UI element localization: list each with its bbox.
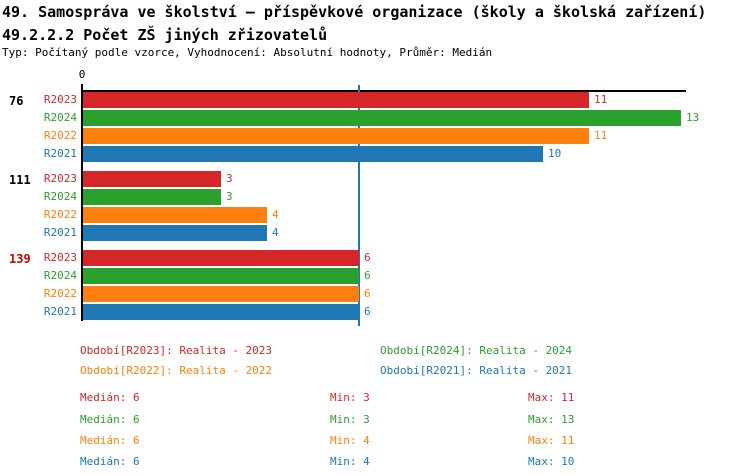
- group-label: 111: [9, 173, 31, 187]
- bar-r2023: [83, 171, 221, 187]
- bar-r2024: [83, 110, 681, 126]
- bar-row-label: R2023: [43, 251, 77, 264]
- bar-row-label: R2021: [43, 305, 77, 318]
- legend-item-r2022: Období[R2022]: Realita - 2022: [80, 364, 273, 377]
- bar-value-label: 11: [594, 93, 608, 106]
- report-title-line2: 49.2.2.2 Počet ZŠ jiných zřizovatelů: [2, 26, 328, 44]
- bar-value-label: 10: [548, 147, 562, 160]
- bar-value-label: 3: [226, 172, 233, 185]
- bar-row-label: R2022: [43, 287, 77, 300]
- bar-r2021: [83, 146, 543, 162]
- bar-value-label: 4: [272, 226, 279, 239]
- stat-median-r2022: Medián: 6: [80, 434, 140, 447]
- legend-item-r2023: Období[R2023]: Realita - 2023: [80, 344, 273, 357]
- bar-row-label: R2022: [43, 129, 77, 142]
- stat-min-r2021: Min: 4: [330, 455, 370, 468]
- bar-value-label: 3: [226, 190, 233, 203]
- bar-row-label: R2021: [43, 147, 77, 160]
- bar-row-label: R2024: [43, 111, 77, 124]
- bar-r2021: [83, 225, 267, 241]
- report-subtitle: Typ: Počítaný podle vzorce, Vyhodnocení:…: [2, 46, 493, 59]
- bar-row-label: R2021: [43, 226, 77, 239]
- bar-r2024: [83, 189, 221, 205]
- report-title-line1: 49. Samospráva ve školství – příspěvkové…: [2, 3, 707, 21]
- bar-r2024: [83, 268, 359, 284]
- bar-row-label: R2022: [43, 208, 77, 221]
- bar-value-label: 6: [364, 269, 371, 282]
- stat-max-r2024: Max: 13: [528, 413, 575, 426]
- bar-r2022: [83, 128, 589, 144]
- bar-r2023: [83, 250, 359, 266]
- stat-min-r2024: Min: 3: [330, 413, 370, 426]
- bar-value-label: 6: [364, 287, 371, 300]
- bar-value-label: 4: [272, 208, 279, 221]
- median-reference-line: [358, 85, 360, 326]
- bar-row-label: R2024: [43, 190, 77, 203]
- bar-row-label: R2024: [43, 269, 77, 282]
- bar-r2022: [83, 286, 359, 302]
- stat-median-r2021: Medián: 6: [80, 455, 140, 468]
- bar-row-label: R2023: [43, 93, 77, 106]
- bar-r2023: [83, 92, 589, 108]
- bar-value-label: 13: [686, 111, 700, 124]
- stat-min-r2023: Min: 3: [330, 391, 370, 404]
- legend-item-r2021: Období[R2021]: Realita - 2021: [380, 364, 573, 377]
- group-label: 76: [9, 94, 24, 108]
- x-axis-line: [81, 90, 686, 92]
- bar-value-label: 11: [594, 129, 608, 142]
- bar-row-label: R2023: [43, 172, 77, 185]
- stat-max-r2021: Max: 10: [528, 455, 575, 468]
- stat-max-r2023: Max: 11: [528, 391, 575, 404]
- bar-r2021: [83, 304, 359, 320]
- x-axis-tick-label: 0: [78, 68, 86, 81]
- bar-value-label: 6: [364, 305, 371, 318]
- stat-median-r2024: Medián: 6: [80, 413, 140, 426]
- group-label: 139: [9, 252, 31, 266]
- stat-median-r2023: Medián: 6: [80, 391, 140, 404]
- stat-min-r2022: Min: 4: [330, 434, 370, 447]
- y-axis-line: [81, 84, 83, 321]
- bar-value-label: 6: [364, 251, 371, 264]
- stat-max-r2022: Max: 11: [528, 434, 575, 447]
- bar-r2022: [83, 207, 267, 223]
- legend-item-r2024: Období[R2024]: Realita - 2024: [380, 344, 573, 357]
